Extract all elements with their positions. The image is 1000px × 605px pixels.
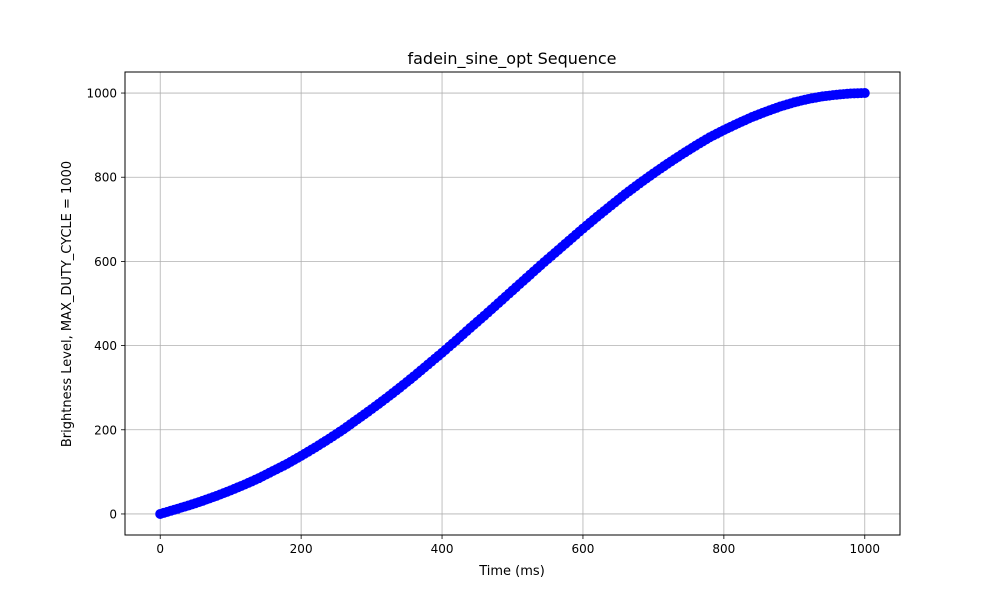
y-tick-label: 200 <box>94 423 117 437</box>
x-axis-label: Time (ms) <box>478 564 545 579</box>
x-tick-label: 200 <box>290 542 313 556</box>
y-tick-label: 400 <box>94 339 117 353</box>
x-tick-label: 800 <box>712 542 735 556</box>
axis-ticks: 0 200 400 600 800 1000 0 200 400 600 800 1000 <box>86 87 880 556</box>
plot-area-frame <box>124 71 901 536</box>
y-tick-label: 800 <box>94 171 117 185</box>
y-tick-label: 600 <box>94 255 117 269</box>
x-tick-label: 1000 <box>849 542 880 556</box>
x-tick-label: 600 <box>572 542 595 556</box>
y-axis-label: Brightness Level, MAX_DUTY_CYCLE = 1000 <box>60 161 75 447</box>
chart-title: fadein_sine_opt Sequence <box>407 49 616 69</box>
x-tick-label: 0 <box>156 542 164 556</box>
y-tick-label: 0 <box>109 507 117 521</box>
data-points <box>155 88 870 519</box>
x-tick-label: 400 <box>431 542 454 556</box>
grid <box>125 72 900 535</box>
data-point <box>859 88 870 99</box>
y-tick-label: 1000 <box>86 87 117 101</box>
